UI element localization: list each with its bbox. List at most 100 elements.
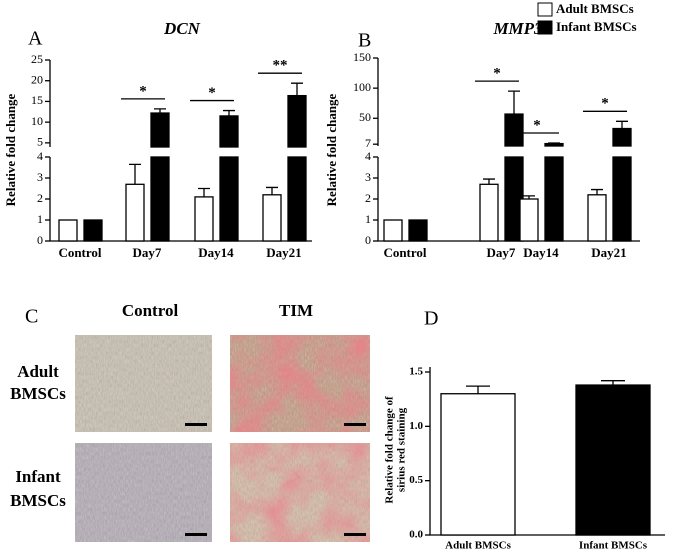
bar: [287, 156, 307, 242]
significance-label: *: [601, 96, 609, 112]
micrograph: [75, 443, 212, 542]
y-tick-label: 50: [359, 110, 371, 124]
bar: [262, 194, 282, 242]
bar: [575, 384, 651, 536]
error-bar: [291, 82, 303, 96]
panel-letter: D: [424, 308, 438, 330]
bar: [612, 156, 632, 242]
row-label: Infant: [15, 467, 61, 486]
legend-label: Adult BMSCs: [556, 1, 634, 16]
legend-swatch: [537, 20, 553, 35]
y-tick-label: 4: [37, 149, 43, 163]
x-tick-label: Infant BMSCs: [579, 540, 648, 552]
y-tick-label: 100: [353, 80, 371, 94]
x-tick-label: Day21: [266, 245, 301, 260]
bar: [219, 115, 239, 148]
significance-label: *: [493, 66, 501, 82]
y-axis-label: sirius red staining: [396, 407, 408, 492]
error-bar: [616, 120, 628, 129]
y-tick-label: 0.5: [409, 474, 423, 486]
y-tick-label: 150: [353, 50, 371, 64]
panel-c: C Control TIM Adult BMSCs Infant BMSCs: [10, 301, 370, 542]
significance-label: *: [208, 85, 216, 101]
x-tick-label: Adult BMSCs: [445, 540, 511, 552]
y-tick-label: 1: [37, 212, 43, 226]
x-tick-label: Day14: [523, 245, 559, 260]
y-tick-label: 1.0: [409, 420, 423, 432]
bar: [504, 113, 524, 147]
error-bar: [601, 380, 625, 386]
micrograph: [230, 335, 370, 432]
y-axis-label: Relative fold change of: [384, 396, 396, 504]
row-label: BMSCs: [10, 491, 66, 510]
y-tick-label: 2: [37, 191, 43, 205]
error-bar: [508, 90, 520, 115]
x-tick-label: Day14: [198, 245, 234, 260]
legend-swatch: [537, 2, 553, 17]
bar: [519, 198, 539, 242]
error-bar: [523, 195, 535, 199]
y-tick-label: 2: [365, 191, 371, 205]
bar: [150, 156, 170, 242]
x-tick-label: Day21: [591, 245, 626, 260]
bar: [58, 219, 78, 242]
bar: [194, 196, 214, 242]
y-tick-label: 0: [37, 233, 43, 247]
significance-label: *: [139, 83, 147, 99]
error-bar: [483, 178, 495, 185]
y-tick-label: 5: [37, 135, 43, 149]
column-label: TIM: [279, 301, 313, 320]
bar: [440, 393, 516, 536]
x-tick-label: Control: [58, 245, 101, 260]
bar: [587, 194, 607, 242]
error-bar: [223, 109, 235, 116]
error-bar: [591, 188, 603, 195]
y-tick-label: 0.0: [409, 529, 423, 541]
error-bar: [198, 187, 210, 197]
column-label: Control: [122, 301, 179, 320]
error-bar: [154, 108, 166, 114]
x-tick-label: Day7: [133, 245, 162, 260]
y-tick-label: 0: [365, 233, 371, 247]
micrograph: [230, 443, 370, 542]
bar: [125, 183, 145, 242]
row-label: BMSCs: [10, 384, 66, 403]
chart-title: DCN: [163, 19, 201, 38]
y-axis-label: Relative fold change: [324, 93, 339, 206]
legend: Adult BMSCs Infant BMSCs: [537, 1, 637, 35]
error-bar: [266, 186, 278, 195]
bar: [219, 156, 239, 242]
x-tick-label: Control: [383, 245, 426, 260]
y-tick-label: 3: [365, 170, 371, 184]
y-tick-label: 3: [37, 170, 43, 184]
bar: [544, 156, 564, 242]
y-tick-label: 1: [365, 212, 371, 226]
error-bar: [466, 385, 490, 394]
panel-letter: C: [25, 306, 38, 328]
row-label: Adult: [17, 362, 59, 381]
y-tick-label: 4: [365, 149, 371, 163]
significance-label: **: [273, 58, 288, 74]
bar: [612, 127, 632, 147]
y-tick-label: 1.5: [409, 366, 423, 378]
y-tick-label: 20: [31, 72, 43, 86]
bar: [83, 219, 103, 242]
legend-label: Infant BMSCs: [556, 19, 637, 34]
y-tick-label: 7: [365, 136, 371, 150]
y-tick-label: 25: [31, 52, 43, 66]
bar: [150, 112, 170, 148]
micrograph: [75, 335, 212, 432]
chart-title: MMP3: [492, 19, 543, 38]
panel-letter: B: [358, 30, 371, 52]
bar: [408, 219, 428, 242]
y-tick-label: 10: [31, 114, 43, 128]
x-tick-label: Day7: [487, 245, 516, 260]
error-bar: [129, 163, 141, 185]
bar: [479, 183, 499, 242]
y-tick-label: 15: [31, 93, 43, 107]
panel-letter: A: [28, 28, 43, 50]
y-axis-label: Relative fold change: [3, 93, 18, 206]
bar: [383, 219, 403, 242]
bar: [544, 142, 564, 147]
